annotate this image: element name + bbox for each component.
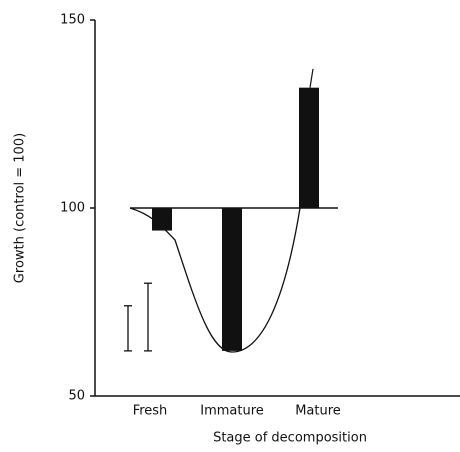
y-tick-label: 50 [68,389,85,404]
bar [152,208,172,231]
bar [222,208,242,351]
y-tick-label: 100 [60,201,85,216]
scale-bar [144,282,152,352]
y-tick-label: 150 [60,13,85,28]
bar [299,87,319,208]
x-tick-label: Mature [295,404,341,419]
x-tick-label: Immature [200,404,264,419]
scale-bar [124,305,132,352]
x-axis-label: Stage of decomposition [213,431,367,446]
error-bar [309,68,314,88]
y-axis-label: Growth (control = 100) [13,133,28,283]
x-tick-label: Fresh [133,404,168,419]
